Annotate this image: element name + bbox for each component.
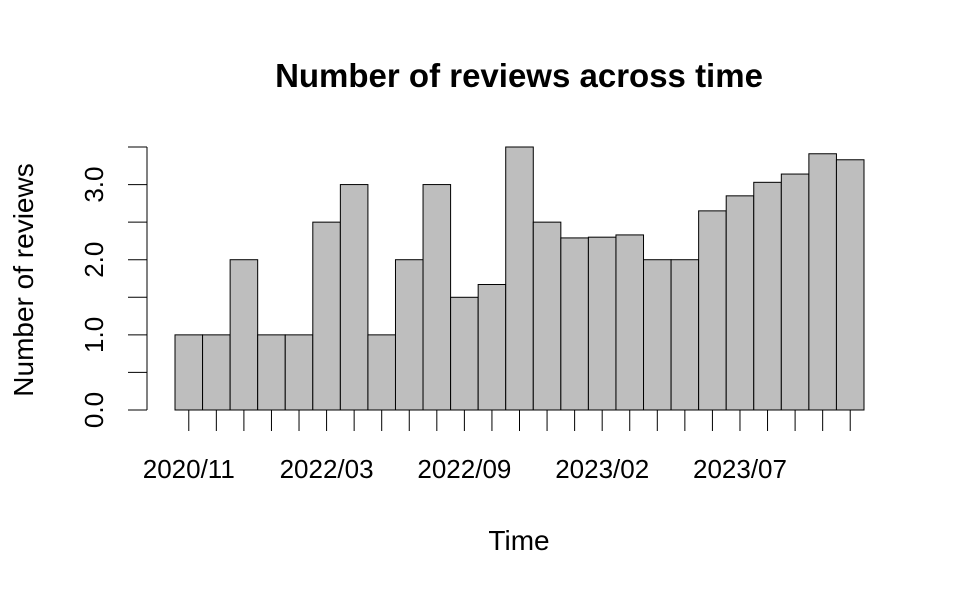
bars-group (174, 146, 865, 411)
x-tick-label: 2023/02 (555, 454, 649, 484)
y-axis-label: Number of reviews (8, 163, 39, 396)
x-axis-label: Time (488, 525, 549, 556)
bar-19 (698, 210, 727, 411)
x-tick-label: 2022/03 (280, 454, 374, 484)
bar-16 (615, 234, 645, 411)
bar-12 (505, 146, 534, 411)
bar-17 (643, 259, 672, 411)
bar-6 (339, 184, 369, 411)
x-tick-label: 2023/07 (693, 454, 787, 484)
y-tick-label: 0.0 (79, 392, 109, 428)
bar-8 (394, 259, 424, 411)
bar-15 (587, 236, 617, 411)
bar-1 (202, 334, 231, 411)
bar-20 (725, 195, 755, 411)
bar-0 (174, 334, 204, 411)
bar-21 (753, 181, 782, 411)
bar-24 (835, 159, 865, 411)
bar-13 (532, 221, 562, 411)
y-axis: 0.0 1.0 2.0 3.0 (79, 146, 148, 428)
bar-4 (284, 334, 314, 411)
y-tick-label: 2.0 (79, 242, 109, 278)
x-axis: 2020/11 2022/03 2022/09 2023/02 2023/07 (143, 409, 851, 484)
bar-18 (670, 259, 700, 411)
bar-11 (477, 284, 507, 411)
chart-title: Number of reviews across time (275, 57, 763, 94)
bar-14 (560, 237, 589, 411)
y-tick-label: 3.0 (79, 166, 109, 202)
x-tick-label: 2020/11 (143, 454, 235, 484)
y-tick-label: 1.0 (79, 317, 109, 353)
bar-7 (367, 334, 396, 411)
bar-3 (257, 334, 286, 411)
bar-5 (312, 221, 341, 411)
bar-22 (780, 173, 810, 411)
bar-23 (808, 153, 837, 411)
bar-10 (450, 296, 479, 411)
bar-9 (422, 184, 452, 411)
x-tick-label: 2022/09 (417, 454, 511, 484)
bar-2 (229, 259, 259, 411)
